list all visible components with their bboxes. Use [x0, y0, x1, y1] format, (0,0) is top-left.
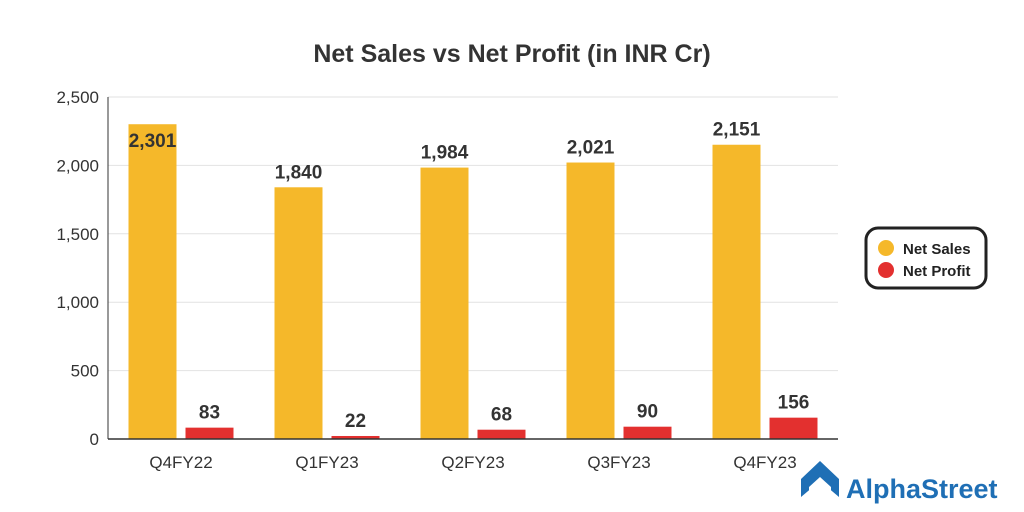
- legend-label-net-sales: Net Sales: [903, 241, 971, 258]
- bar-net-profit: [331, 435, 380, 439]
- bar-net-sales: [420, 167, 469, 439]
- bar-net-profit: [477, 429, 526, 439]
- bar-net-profit: [769, 417, 818, 439]
- data-label: 90: [637, 402, 658, 423]
- x-tick-label: Q2FY23: [441, 453, 504, 472]
- data-label: 1,984: [421, 143, 469, 164]
- x-axis: Q4FY22 Q1FY23 Q2FY23 Q3FY23 Q4FY23: [108, 438, 838, 472]
- bar-net-profit: [623, 426, 672, 439]
- y-axis: 0 500 1,000 1,500 2,000 2,500: [56, 88, 109, 449]
- y-tick-label: 1,000: [56, 293, 99, 312]
- bar-net-profit: [185, 427, 234, 439]
- x-tick-label: Q1FY23: [295, 453, 358, 472]
- y-tick-label: 2,000: [56, 156, 99, 175]
- legend-swatch-net-profit: [878, 262, 894, 278]
- data-label: 2,151: [713, 120, 761, 141]
- data-label: 1,840: [275, 162, 323, 183]
- alphastreet-logo-icon: [801, 461, 839, 497]
- data-label: 22: [345, 411, 366, 432]
- legend-swatch-net-sales: [878, 240, 894, 256]
- chart-title: Net Sales vs Net Profit (in INR Cr): [313, 40, 710, 68]
- bar-net-sales: [712, 144, 761, 439]
- x-tick-label: Q4FY22: [149, 453, 212, 472]
- bars: 2,301 83 1,840 22 1,984 68 2,021 90 2,151 156: [128, 120, 818, 439]
- legend-label-net-profit: Net Profit: [903, 263, 971, 280]
- data-label: 2,021: [567, 138, 615, 159]
- legend: Net Sales Net Profit: [864, 226, 988, 290]
- x-tick-label: Q4FY23: [733, 453, 796, 472]
- y-tick-label: 500: [71, 362, 99, 381]
- data-label: 83: [199, 403, 220, 424]
- bar-net-sales: [566, 162, 615, 439]
- bar-net-sales: [274, 187, 323, 439]
- legend-box: [864, 226, 988, 290]
- bar-net-sales: [128, 124, 177, 439]
- y-tick-label: 1,500: [56, 225, 99, 244]
- data-label: 68: [491, 405, 512, 426]
- data-label: 156: [778, 393, 810, 414]
- y-tick-label: 0: [90, 430, 99, 449]
- brand-name: AlphaStreet: [846, 474, 998, 504]
- brand-logo: AlphaStreet: [801, 461, 998, 504]
- x-tick-label: Q3FY23: [587, 453, 650, 472]
- data-label: 2,301: [129, 131, 177, 152]
- y-tick-label: 2,500: [56, 88, 99, 107]
